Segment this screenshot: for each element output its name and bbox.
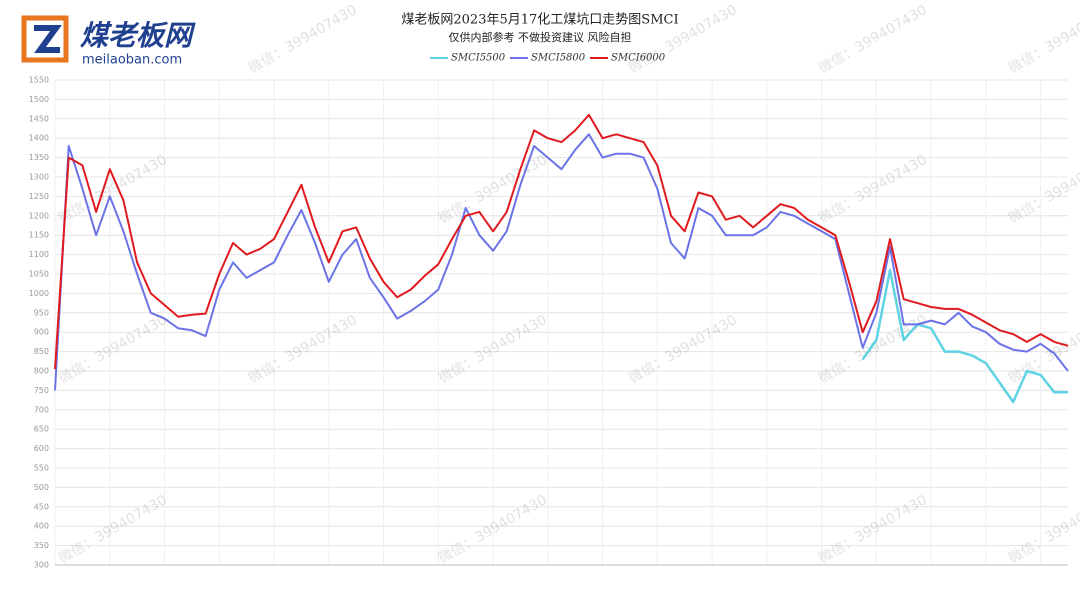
y-tick-label: 550	[34, 464, 49, 473]
y-tick-label: 700	[34, 405, 49, 414]
logo-icon-mark	[34, 25, 62, 53]
y-tick-label: 1300	[29, 173, 49, 182]
line-series	[54, 133, 1069, 391]
chart-subtitle: 仅供内部参考 不做投资建议 风险自担	[449, 30, 632, 44]
y-tick-label: 1150	[29, 231, 49, 240]
y-tick-label: 650	[34, 425, 49, 434]
legend: SMCI5500 SMCI5800 SMCI6000	[430, 53, 666, 64]
y-tick-label: 1500	[29, 95, 49, 104]
y-tick-label: 1250	[29, 192, 49, 201]
y-tick-label: 1050	[29, 270, 49, 279]
legend-label: SMCI6000	[611, 53, 666, 64]
y-tick-label: 1350	[29, 153, 49, 162]
y-tick-label: 1100	[29, 250, 49, 259]
y-tick-label: 950	[34, 308, 49, 317]
grid: 300 350 400 450 500 550 600 650 700 750 800 850 900 9…	[29, 76, 1068, 570]
y-tick-label: 800	[34, 367, 49, 376]
y-tick-label: 900	[34, 328, 49, 337]
y-tick-label: 500	[34, 483, 49, 492]
legend-label: SMCI5500	[451, 53, 506, 64]
y-tick-label: 300	[34, 561, 49, 570]
logo: 煤老板网 meilaoban.com	[21, 15, 196, 68]
y-tick-label: 600	[34, 444, 49, 453]
y-tick-label: 750	[34, 386, 49, 395]
y-tick-label: 400	[34, 522, 49, 531]
logo-name: 煤老板网	[80, 19, 196, 52]
y-tick-label: 1000	[29, 289, 49, 298]
y-tick-label: 850	[34, 347, 49, 356]
y-tick-label: 1400	[29, 134, 49, 143]
y-tick-label: 1550	[29, 76, 49, 85]
logo-icon	[21, 15, 69, 63]
line-series	[54, 113, 1069, 370]
chart-title: 煤老板网2023年5月17化工煤坑口走势图SMCI	[401, 12, 678, 28]
y-tick-label: 350	[34, 541, 49, 550]
y-tick-label: 1450	[29, 114, 49, 123]
y-tick-label: 450	[34, 502, 49, 511]
y-tick-label: 1200	[29, 211, 49, 220]
plot	[54, 113, 1069, 404]
legend-label: SMCI5800	[531, 53, 586, 64]
line-series	[861, 268, 1068, 404]
logo-url: meilaoban.com	[82, 53, 182, 68]
